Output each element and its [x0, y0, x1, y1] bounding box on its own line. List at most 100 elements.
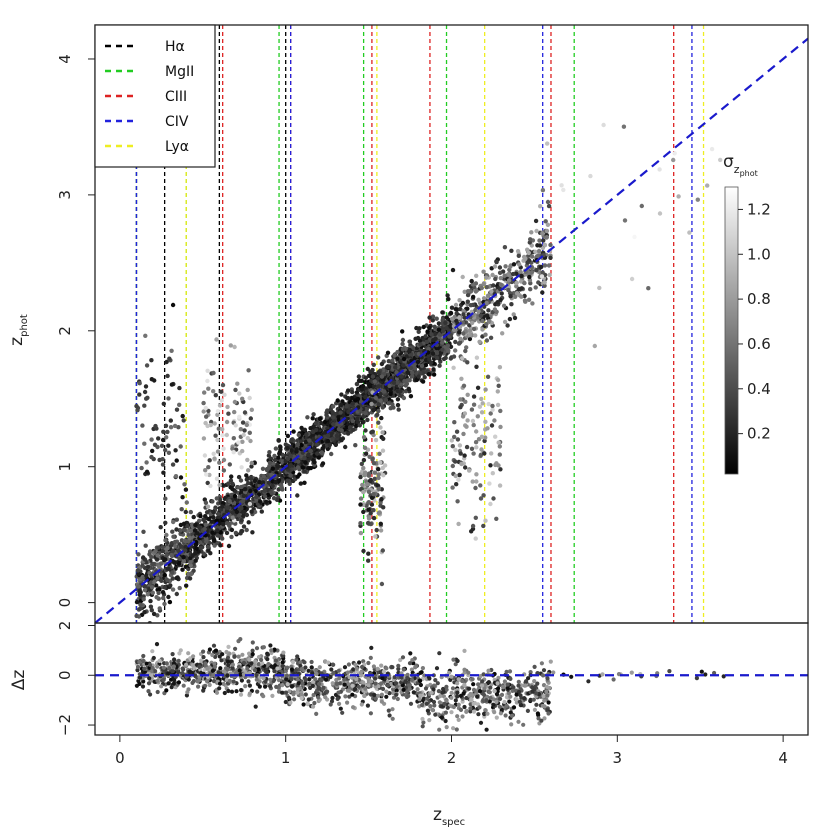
residual-point: [379, 663, 384, 668]
residual-point: [337, 701, 342, 707]
residual-point: [365, 703, 370, 708]
data-point: [416, 374, 421, 379]
data-point: [305, 415, 310, 420]
residual-point: [309, 665, 314, 670]
data-point: [544, 228, 550, 234]
residual-point: [245, 666, 250, 671]
data-point: [709, 146, 715, 152]
residual-point: [280, 663, 285, 669]
residual-point: [323, 677, 329, 682]
data-point: [163, 447, 168, 453]
data-point: [379, 415, 384, 421]
residual-point: [396, 666, 401, 672]
data-point: [153, 549, 158, 554]
residual-point: [249, 661, 254, 666]
residual-point: [224, 649, 229, 655]
data-point: [218, 543, 223, 548]
data-point: [160, 462, 166, 467]
data-point: [450, 444, 455, 449]
residual-point: [376, 684, 381, 689]
data-point: [211, 509, 216, 515]
data-point: [471, 294, 476, 300]
data-point: [362, 473, 368, 478]
residual-point: [351, 667, 356, 672]
data-point: [467, 328, 473, 333]
data-point: [452, 434, 457, 440]
data-point: [276, 478, 282, 483]
residual-point: [319, 678, 324, 683]
data-point: [142, 403, 147, 408]
data-point: [187, 576, 193, 581]
data-point: [236, 440, 241, 445]
data-point: [143, 384, 149, 389]
data-point: [440, 317, 446, 322]
data-point: [244, 527, 249, 533]
data-point: [329, 431, 334, 436]
data-point: [536, 248, 542, 254]
data-point: [242, 410, 248, 415]
data-point: [519, 286, 524, 291]
residual-point: [366, 660, 371, 666]
residual-point: [204, 679, 210, 684]
data-point: [229, 474, 234, 479]
data-point: [457, 330, 462, 335]
data-point: [405, 370, 410, 375]
data-point: [470, 418, 476, 424]
data-point: [482, 438, 487, 444]
data-point: [239, 465, 244, 470]
residual-point: [363, 686, 368, 691]
data-point: [396, 407, 401, 412]
data-point: [213, 393, 218, 398]
data-point: [366, 471, 372, 476]
data-point: [246, 368, 251, 373]
data-point: [489, 266, 494, 271]
data-point: [541, 238, 546, 243]
residual-point: [141, 653, 146, 659]
data-point: [170, 302, 176, 308]
data-point: [183, 544, 188, 550]
data-point: [167, 356, 172, 361]
residual-point: [287, 689, 292, 694]
residual-point: [411, 690, 416, 695]
data-point: [149, 358, 154, 363]
data-point: [212, 421, 217, 426]
data-point: [273, 479, 278, 485]
residual-point: [292, 697, 297, 702]
data-point: [215, 409, 221, 414]
data-point: [671, 157, 676, 163]
data-point: [240, 396, 245, 401]
residual-point: [246, 679, 251, 684]
data-point: [325, 408, 330, 413]
data-point: [155, 444, 160, 450]
data-point: [498, 408, 503, 414]
residual-point: [342, 682, 347, 687]
data-point: [470, 523, 476, 529]
data-point: [245, 436, 250, 441]
data-point: [294, 447, 299, 452]
data-point: [519, 294, 524, 299]
data-point: [485, 426, 490, 431]
data-point: [366, 507, 371, 512]
data-point: [469, 407, 475, 412]
data-point: [333, 442, 338, 447]
data-point: [163, 423, 169, 428]
data-point: [211, 370, 216, 376]
data-point: [481, 523, 486, 529]
residual-point: [289, 667, 295, 672]
data-point: [285, 433, 291, 439]
data-point: [401, 395, 407, 401]
data-point: [387, 365, 392, 370]
data-point: [695, 197, 700, 202]
data-point: [371, 384, 377, 389]
data-point: [216, 426, 221, 431]
data-point: [356, 374, 362, 379]
residual-point: [387, 713, 392, 718]
data-point: [451, 354, 457, 359]
data-point: [149, 608, 154, 613]
data-point: [488, 335, 494, 340]
data-point: [361, 435, 367, 440]
data-point: [478, 496, 484, 501]
data-point: [267, 465, 272, 470]
residual-point: [307, 677, 312, 682]
residual-point: [180, 671, 185, 676]
